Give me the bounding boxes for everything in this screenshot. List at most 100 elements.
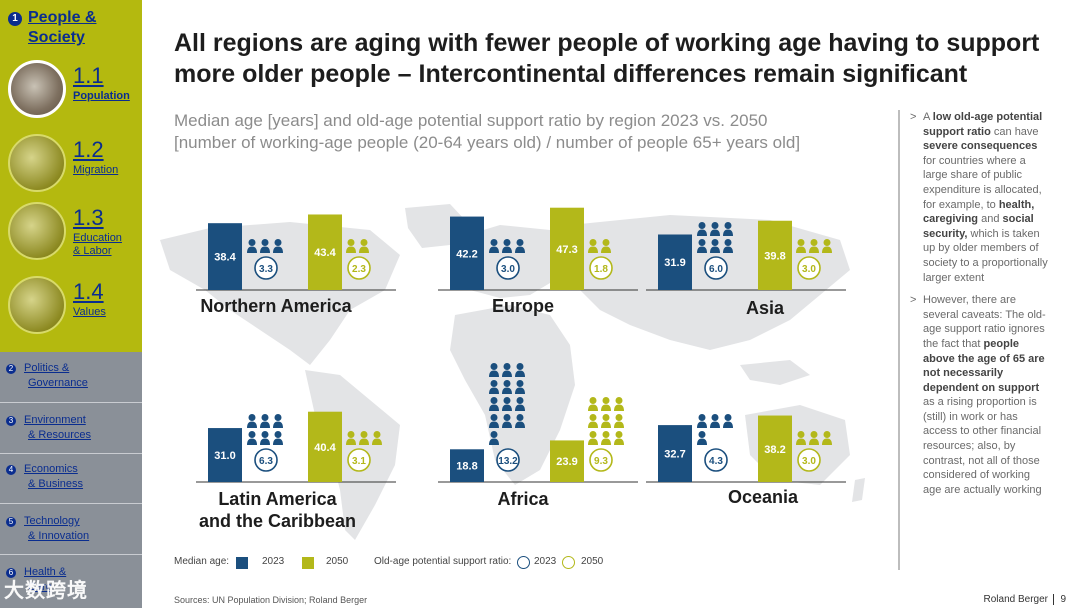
person-body: [359, 246, 369, 253]
page-number: 9: [1053, 594, 1066, 605]
region-label-northern-america: Northern America: [200, 296, 352, 316]
person-icon-2023-northern-america: [273, 239, 283, 253]
person-head: [589, 431, 597, 438]
person-head: [248, 414, 256, 421]
note-fragment: and: [978, 213, 1003, 226]
bar-label-2050-oceania: 38.2: [764, 444, 785, 456]
migration-thumbnail-icon: [8, 134, 66, 192]
person-body: [247, 421, 257, 428]
world-map-chart: 38.4 3.3 43.4 2.3 42.2 3.0 47.3 1.8 31.9 6.0 39.8 3…: [160, 204, 865, 540]
section-label-line1: People &: [28, 9, 97, 26]
person-head: [490, 239, 498, 246]
divider: [0, 402, 142, 403]
source-note: Sources: UN Population Division; Roland …: [174, 595, 368, 605]
person-head: [711, 239, 719, 246]
person-body: [273, 421, 283, 428]
section-politics-link[interactable]: 2 Politics & Governance: [6, 361, 140, 391]
person-icon-2023-oceania: [723, 414, 733, 428]
person-icon-2050-africa: [614, 431, 624, 445]
person-body: [697, 421, 707, 428]
person-head: [602, 431, 610, 438]
person-body: [515, 404, 525, 411]
ratio-label-2023-africa: 13.2: [498, 456, 518, 467]
ratio-ring-2023-northern-america: [254, 256, 278, 280]
section-technology-link[interactable]: 5 Technology & Innovation: [6, 514, 140, 544]
watermark-logo: 大数跨境: [4, 580, 88, 602]
person-icon-2023-asia: [697, 239, 707, 253]
person-head: [823, 431, 831, 438]
person-head: [810, 239, 818, 246]
section-economics-link[interactable]: 4 Economics & Business: [6, 462, 140, 492]
person-icon-2023-asia: [710, 222, 720, 236]
person-body: [489, 370, 499, 377]
person-icon-2050-latin-america-and-the-caribbean: [372, 431, 382, 445]
bar-label-2023-oceania: 32.7: [664, 449, 685, 461]
subtitle-line1: Median age [years] and old-age potential…: [174, 111, 768, 130]
section-number-badge: 5: [6, 517, 16, 527]
subsection-number: 1.4: [73, 279, 104, 304]
person-body: [601, 404, 611, 411]
note-emphasis: severe consequences: [923, 140, 1038, 153]
person-body: [601, 421, 611, 428]
subsection-education-labor-link[interactable]: 1.3 Education & Labor: [6, 202, 136, 262]
person-head: [261, 414, 269, 421]
person-body: [372, 438, 382, 445]
subsection-migration-link[interactable]: 1.2 Migration: [6, 134, 136, 194]
person-body: [796, 246, 806, 253]
section-label-line2: Society: [28, 29, 85, 46]
person-head: [711, 222, 719, 229]
person-head: [516, 380, 524, 387]
education-thumbnail-icon: [8, 202, 66, 260]
section-number-badge: 1: [8, 12, 22, 26]
person-body: [502, 421, 512, 428]
note-fragment: for countries where a large share of pub…: [923, 154, 1042, 211]
ratio-ring-2023-asia: [704, 256, 728, 280]
person-icon-2023-latin-america-and-the-caribbean: [273, 414, 283, 428]
note-fragment: A: [923, 111, 933, 123]
divider: [0, 503, 142, 504]
person-icon-2050-oceania: [809, 431, 819, 445]
person-body: [260, 421, 270, 428]
person-body: [260, 246, 270, 253]
section-health-link[interactable]: 6 Health & Care: [6, 565, 140, 595]
person-icon-2023-africa: [515, 363, 525, 377]
chart-marks: 38.4 3.3 43.4 2.3 42.2 3.0 47.3 1.8 31.9 6.0 39.8 3…: [196, 207, 846, 483]
person-body: [710, 229, 720, 236]
person-body: [588, 246, 598, 253]
person-icon-2023-africa: [489, 431, 499, 445]
ratio-label-2050-northern-america: 2.3: [352, 264, 366, 275]
person-icon-2050-africa: [614, 397, 624, 411]
person-icon-2050-northern-america: [346, 239, 356, 253]
person-head: [347, 431, 355, 438]
person-body: [273, 438, 283, 445]
person-head: [698, 414, 706, 421]
section-people-society-link[interactable]: 1 People & Society: [8, 8, 96, 48]
person-icon-2023-europe: [489, 239, 499, 253]
person-head: [589, 414, 597, 421]
person-head: [490, 414, 498, 421]
subsection-population-link[interactable]: 1.1 Population: [6, 60, 136, 120]
bar-2050-oceania: [758, 415, 792, 482]
person-icon-2023-africa: [489, 414, 499, 428]
bar-label-2050-latin-america-and-the-caribbean: 40.4: [314, 442, 336, 454]
section-number-badge: 4: [6, 465, 16, 475]
bar-label-2023-northern-america: 38.4: [214, 252, 236, 264]
divider: [0, 554, 142, 555]
person-icon-2023-africa: [502, 380, 512, 394]
person-head: [698, 239, 706, 246]
person-head: [589, 239, 597, 246]
person-body: [796, 438, 806, 445]
section-environment-link[interactable]: 3 Environment & Resources: [6, 413, 140, 443]
ratio-label-2023-northern-america: 3.3: [259, 264, 273, 275]
person-icon-2050-northern-america: [359, 239, 369, 253]
bar-label-2050-asia: 39.8: [764, 250, 785, 262]
subsection-values-link[interactable]: 1.4 Values: [6, 276, 136, 336]
person-head: [589, 397, 597, 404]
person-body: [247, 438, 257, 445]
person-icon-2023-africa: [515, 414, 525, 428]
person-body: [502, 404, 512, 411]
person-body: [346, 438, 356, 445]
legend-ring-2050: [562, 556, 575, 569]
person-body: [809, 438, 819, 445]
divider: [0, 453, 142, 454]
